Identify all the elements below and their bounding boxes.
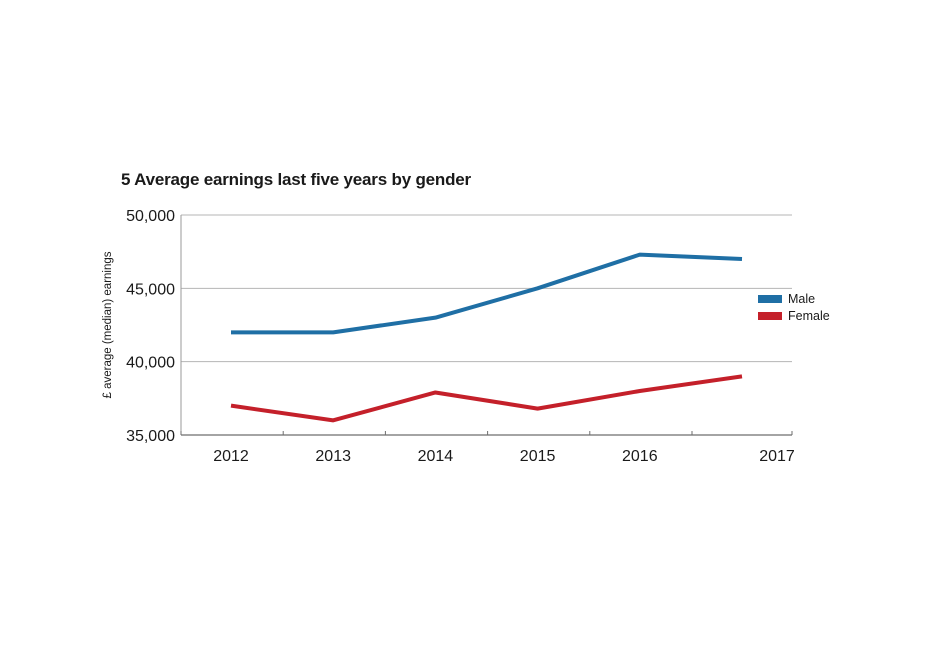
legend-label-male: Male bbox=[788, 292, 815, 306]
chart-title: 5 Average earnings last five years by ge… bbox=[121, 170, 471, 189]
x-tick-label: 2015 bbox=[520, 448, 556, 465]
x-tick-label: 2017 bbox=[759, 448, 795, 465]
y-tick-label: 50,000 bbox=[126, 208, 175, 225]
x-tick-label: 2013 bbox=[315, 448, 351, 465]
gridlines bbox=[181, 214, 792, 363]
y-tick-label: 40,000 bbox=[126, 355, 175, 372]
series-lines bbox=[230, 252, 743, 423]
legend-swatch-male bbox=[758, 295, 782, 303]
axes: 35,000 40,000 45,000 50,000 2012 2013 2014 2015… bbox=[126, 208, 795, 465]
legend-swatch-female bbox=[758, 312, 782, 320]
x-tick-label: 2016 bbox=[622, 448, 658, 465]
y-tick-label: 35,000 bbox=[126, 428, 175, 445]
series-line-female bbox=[230, 374, 743, 423]
legend: Male Female bbox=[758, 292, 830, 323]
x-tick-label: 2012 bbox=[213, 448, 249, 465]
legend-label-female: Female bbox=[788, 309, 830, 323]
y-axis-label: £ average (median) earnings bbox=[102, 251, 114, 398]
series-line-male bbox=[231, 252, 743, 335]
x-tick-label: 2014 bbox=[418, 448, 454, 465]
y-tick-label: 45,000 bbox=[126, 281, 175, 298]
